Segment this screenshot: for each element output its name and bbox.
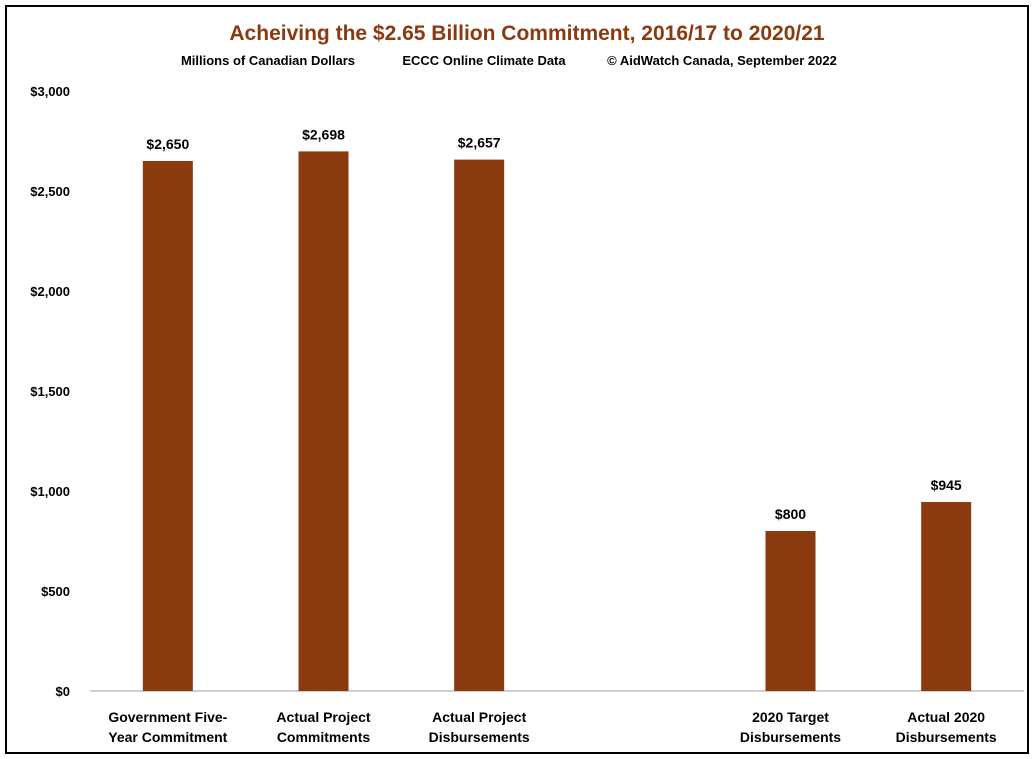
y-tick-label: $500 [41, 584, 70, 599]
y-tick-label: $1,000 [30, 484, 70, 499]
category-label: Actual Project [276, 709, 370, 725]
chart-subtitle-source: ECCC Online Climate Data [402, 53, 566, 68]
data-labels: $2,650 $2,698 $2,657 $800 $945 [146, 126, 962, 522]
bar-value-label: $2,698 [302, 126, 345, 142]
category-label: Actual 2020 [907, 709, 985, 725]
category-label: Disbursements [740, 729, 841, 745]
y-tick-label: $0 [56, 684, 70, 699]
y-tick-label: $2,000 [30, 284, 70, 299]
bar-value-label: $800 [775, 506, 806, 522]
category-label: Government Five- [108, 709, 227, 725]
y-tick-label: $3,000 [30, 84, 70, 99]
bars [142, 151, 972, 692]
bar [921, 502, 972, 691]
bar [142, 161, 193, 691]
bar-value-label: $945 [931, 477, 962, 493]
axes: $0 $500 $1,000 $1,500 $2,000 $2,500 $3,000 [30, 84, 1024, 699]
bar [454, 159, 505, 692]
category-label: Actual Project [432, 709, 526, 725]
bar [298, 151, 349, 691]
category-labels: Government Five- Year Commitment Actual Pr… [108, 709, 997, 745]
category-label: Year Commitment [108, 729, 227, 745]
chart-subtitle-units: Millions of Canadian Dollars [181, 53, 355, 68]
bar [765, 531, 816, 691]
y-tick-label: $2,500 [30, 184, 70, 199]
chart-subtitle-copyright: © AidWatch Canada, September 2022 [607, 53, 837, 68]
y-tick-label: $1,500 [30, 384, 70, 399]
bar-value-label: $2,650 [146, 136, 189, 152]
category-label: 2020 Target [752, 709, 829, 725]
category-label: Disbursements [429, 729, 530, 745]
category-label: Disbursements [896, 729, 997, 745]
category-label: Commitments [277, 729, 371, 745]
chart-title: Acheiving the $2.65 Billion Commitment, … [229, 22, 825, 45]
bar-value-label: $2,657 [458, 135, 501, 151]
